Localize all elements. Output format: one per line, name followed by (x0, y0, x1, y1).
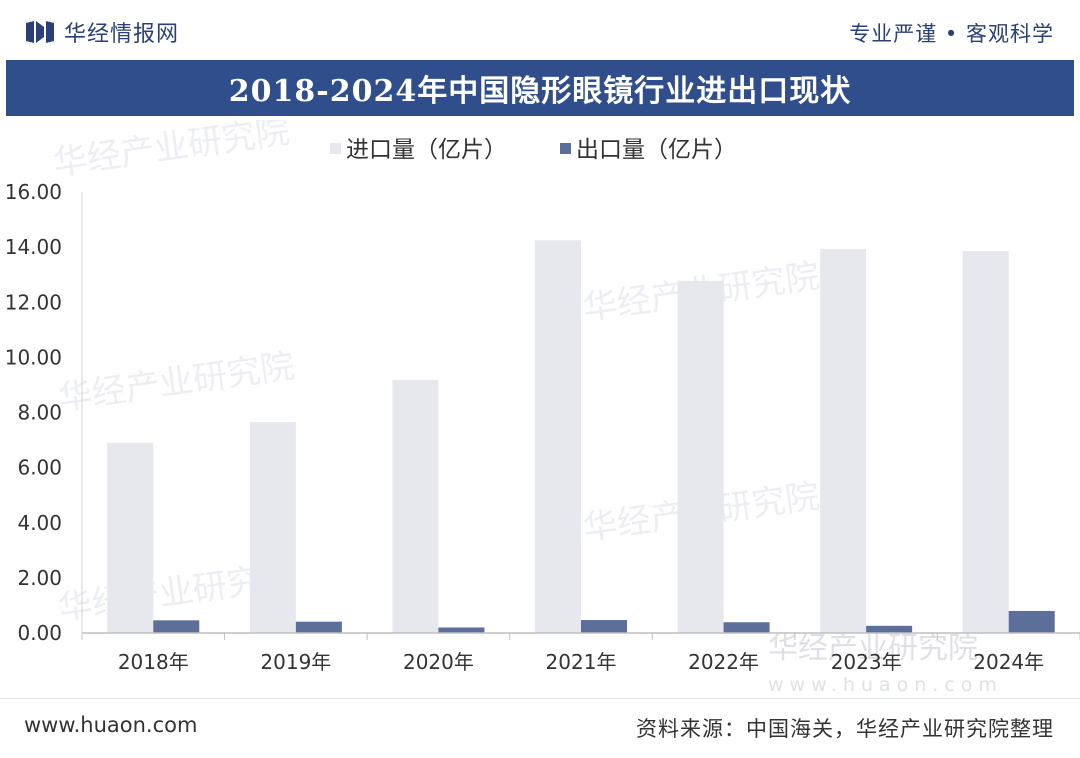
bar-import (107, 442, 154, 633)
bar-import (962, 250, 1009, 633)
bars (107, 240, 1055, 633)
x-tick-label: 2023年 (831, 650, 902, 674)
bar-chart: 华经产业研究院 华经产业研究院 华经产业研究院 华经产业研究院 华经产业研究院 … (5, 120, 1080, 696)
chart-title: 2018-2024年中国隐形眼镜行业进出口现状 (228, 74, 852, 109)
y-tick-label: 8.00 (17, 401, 62, 425)
x-tick-label: 2019年 (260, 650, 331, 674)
legend-swatch (330, 143, 341, 154)
brand-name: 华经情报网 (64, 22, 180, 47)
bar-export (1008, 610, 1055, 633)
x-tick-label: 2020年 (403, 650, 474, 674)
y-tick-label: 6.00 (17, 456, 62, 480)
y-tick-label: 14.00 (5, 235, 62, 259)
source-note: 资料来源：中国海关，华经产业研究院整理 (636, 717, 1054, 741)
title-bar: 2018-2024年中国隐形眼镜行业进出口现状 (6, 60, 1074, 116)
legend-swatch (560, 143, 571, 154)
x-tick-label: 2022年 (688, 650, 759, 674)
brand-logo-icon (26, 21, 54, 43)
watermark-corner-text: 华经产业研究院 (768, 631, 978, 666)
x-tick-label: 2024年 (973, 650, 1044, 674)
top-bar: 华经情报网 专业严谨 • 客观科学 (0, 0, 1080, 58)
bar-export (295, 621, 342, 633)
y-tick-label: 0.00 (17, 621, 62, 645)
legend-label: 进口量（亿片） (346, 137, 507, 163)
y-tick-label: 2.00 (17, 566, 62, 590)
bar-export (153, 620, 200, 633)
legend-label: 出口量（亿片） (576, 137, 737, 163)
watermark-corner: 华经产业研究院 www.huaon.com (768, 631, 1003, 696)
y-tick-label: 16.00 (5, 180, 62, 204)
bar-import (535, 240, 581, 633)
x-axis: 2018年 2019年 2020年 2021年 2022年 2023年 2024年 (81, 632, 1080, 674)
y-tick-label: 12.00 (5, 290, 62, 314)
watermark-text: 华经产业研究院 (56, 346, 297, 419)
bar-export (581, 620, 627, 633)
legend: 进口量（亿片） 出口量（亿片） (330, 137, 737, 163)
x-tick-label: 2021年 (546, 650, 617, 674)
site-url[interactable]: www.huaon.com (24, 713, 198, 737)
bar-export (723, 622, 770, 633)
footer: www.huaon.com 资料来源：中国海关，华经产业研究院整理 (0, 698, 1080, 758)
bar-import (677, 280, 724, 633)
bar-export (866, 625, 913, 633)
y-tick-label: 10.00 (5, 345, 62, 369)
bar-import (392, 379, 439, 633)
watermark-text: 华经产业研究院 (51, 120, 292, 184)
slogan: 专业严谨 • 客观科学 (849, 22, 1054, 46)
y-tick-label: 4.00 (17, 511, 62, 535)
x-tick-label: 2018年 (118, 650, 189, 674)
y-axis: 0.00 2.00 4.00 6.00 8.00 10.00 12.00 14.00 16.00 (5, 180, 83, 645)
watermark-corner-url: www.huaon.com (768, 674, 1003, 696)
bar-export (438, 627, 485, 633)
brand[interactable]: 华经情报网 (26, 16, 179, 48)
bar-import (820, 249, 867, 633)
bar-import (249, 422, 296, 633)
